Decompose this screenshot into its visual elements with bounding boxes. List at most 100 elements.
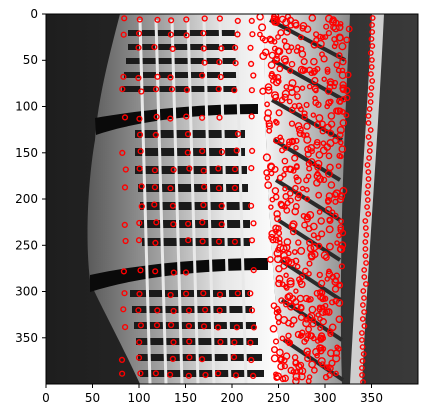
keypoint-marker — [121, 290, 128, 297]
keypoint-marker — [168, 17, 175, 24]
keypoint-marker — [218, 202, 225, 210]
keypoint-marker — [199, 238, 206, 245]
keypoint-marker — [248, 17, 255, 25]
keypoint-marker — [326, 371, 333, 379]
keypoint-marker — [307, 332, 315, 340]
keypoint-marker — [250, 267, 257, 274]
keypoint-marker — [292, 298, 300, 306]
keypoint-marker — [279, 147, 286, 154]
keypoint-marker — [273, 249, 282, 258]
keypoint-marker — [153, 113, 160, 120]
keypoint-marker — [324, 66, 331, 73]
keypoint-marker — [184, 131, 192, 138]
keypoint-marker — [334, 240, 340, 246]
keypoint-marker — [295, 191, 303, 199]
keypoint-marker — [121, 15, 128, 22]
y-axis: 0 50 100 150 200 250 300 350 — [15, 7, 46, 345]
keypoint-marker — [264, 101, 270, 108]
keypoint-marker — [185, 322, 193, 330]
keypoint-marker — [336, 245, 345, 253]
keypoint-marker — [167, 115, 174, 122]
keypoint-marker — [277, 29, 285, 37]
keypoint-marker — [282, 243, 291, 252]
keypoint-marker — [120, 268, 128, 275]
keypoint-marker — [336, 97, 344, 105]
keypoint-marker — [337, 224, 345, 231]
keypoint-marker — [200, 45, 207, 52]
keypoint-marker — [299, 85, 306, 91]
keypoint-marker — [282, 18, 291, 27]
x-tick-label: 350 — [360, 391, 383, 405]
keypoint-marker — [310, 57, 318, 66]
keypoint-marker — [289, 106, 296, 114]
keypoint-marker — [336, 152, 343, 159]
keypoint-marker — [335, 345, 342, 352]
keypoint-marker — [325, 152, 333, 160]
keypoint-marker — [286, 190, 294, 197]
keypoint-marker — [281, 157, 289, 165]
keypoint-marker — [338, 263, 346, 270]
keypoint-marker — [298, 280, 306, 289]
keypoint-marker — [314, 138, 321, 146]
keypoint-marker — [369, 78, 376, 84]
keypoint-marker — [310, 243, 319, 252]
keypoint-marker — [271, 45, 278, 52]
keypoint-marker — [293, 288, 299, 294]
keypoint-marker — [312, 347, 321, 357]
keypoint-marker — [215, 370, 222, 377]
keypoint-marker — [361, 323, 368, 329]
keypoint-marker — [362, 239, 369, 245]
keypoint-marker — [303, 347, 311, 356]
keypoint-marker — [301, 113, 308, 121]
keypoint-marker — [324, 69, 331, 75]
keypoint-marker — [122, 237, 129, 245]
keypoint-marker — [299, 66, 307, 75]
keypoint-marker — [199, 72, 206, 79]
keypoint-marker — [325, 270, 334, 278]
keypoint-marker — [367, 92, 374, 98]
keypoint-marker — [277, 137, 285, 145]
keypoint-marker — [300, 213, 307, 219]
keypoint-marker — [302, 294, 311, 303]
keypoint-marker — [185, 307, 193, 314]
keypoint-marker — [231, 184, 239, 192]
keypoint-marker — [248, 202, 255, 209]
keypoint-marker — [305, 378, 312, 384]
keypoint-marker — [288, 79, 297, 88]
keypoint-marker — [312, 99, 320, 107]
keypoint-marker — [151, 201, 158, 208]
keypoint-marker — [308, 14, 317, 22]
keypoint-marker — [272, 55, 281, 64]
keypoint-marker — [199, 219, 206, 226]
keypoint-marker — [168, 321, 175, 329]
keypoint-marker — [316, 306, 323, 313]
keypoint-marker — [273, 255, 283, 264]
keypoint-marker — [283, 272, 289, 279]
keypoint-marker — [318, 230, 326, 238]
keypoint-marker — [366, 148, 373, 154]
keypoint-marker — [294, 122, 303, 130]
keypoint-marker — [167, 185, 174, 192]
keypoint-marker — [135, 354, 143, 361]
keypoint-marker — [301, 110, 308, 117]
keypoint-marker — [304, 150, 312, 158]
keypoint-marker — [136, 219, 143, 227]
keypoint-marker — [303, 336, 310, 343]
keypoint-marker — [297, 313, 305, 321]
keypoint-marker — [292, 21, 300, 29]
keypoint-marker — [299, 24, 307, 32]
keypoint-marker — [182, 269, 190, 276]
keypoint-marker — [316, 209, 323, 215]
keypoint-marker — [275, 109, 283, 117]
keypoint-marker — [296, 129, 304, 138]
keypoint-marker — [280, 262, 288, 270]
keypoint-marker — [268, 51, 276, 59]
keypoint-marker — [339, 67, 346, 74]
x-tick-label: 200 — [221, 391, 244, 405]
keypoint-marker — [234, 130, 242, 138]
keypoint-marker — [315, 242, 323, 250]
keypoint-marker — [295, 102, 303, 110]
keypoint-marker — [298, 45, 305, 52]
keypoint-marker — [270, 354, 279, 363]
keypoint-marker — [368, 64, 375, 70]
